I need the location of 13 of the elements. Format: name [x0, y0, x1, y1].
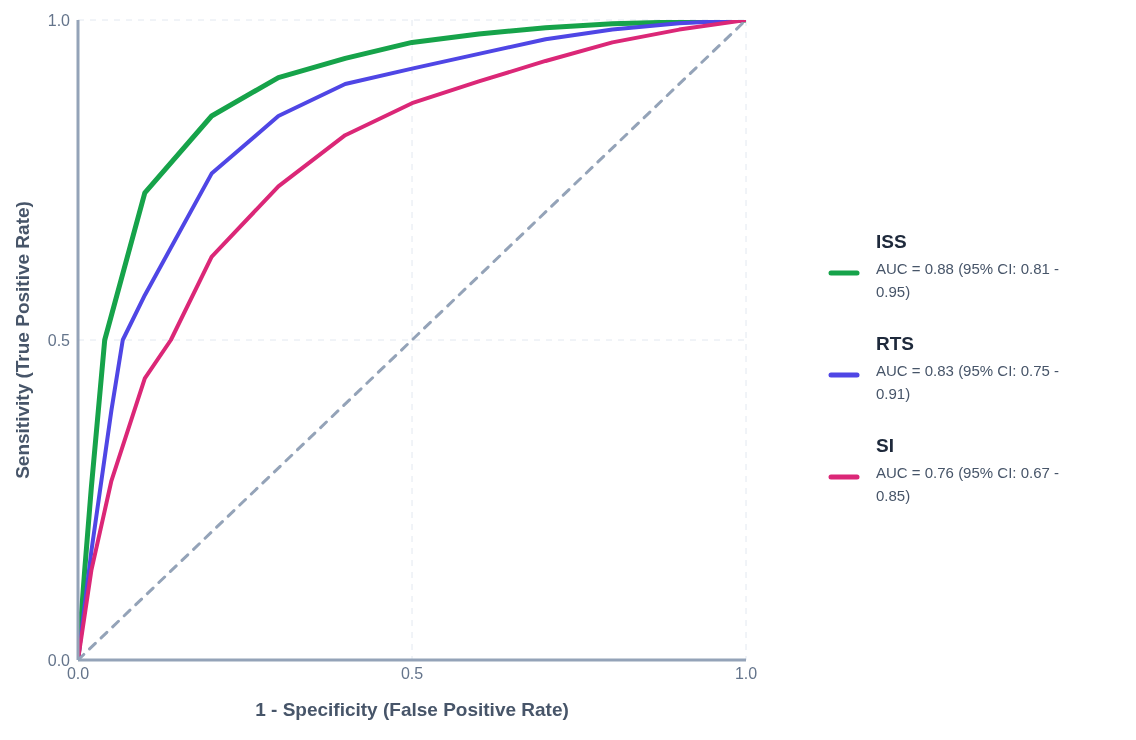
text: AUC = 0.76 (95% CI: 0.67 - 0.85) [876, 463, 1060, 506]
x-axis-title: 1 - Specificity (False Positive Rate) [255, 699, 569, 720]
y-tick-label: 1.0 [47, 11, 71, 29]
y-tick-label: 0.5 [47, 331, 71, 349]
x-tick-label: 1.0 [734, 665, 758, 683]
x-tick-label: 0.0 [66, 665, 90, 683]
text: SI [876, 435, 895, 457]
y-axis-title: Sensitivity (True Positive Rate) [11, 201, 33, 479]
text: RTS [876, 333, 915, 355]
text: AUC = 0.88 (95% CI: 0.81 - 0.95) [876, 259, 1060, 302]
text: ISS [876, 231, 908, 253]
x-tick-label: 0.5 [400, 665, 424, 683]
text: AUC = 0.83 (95% CI: 0.75 - 0.91) [876, 361, 1060, 404]
